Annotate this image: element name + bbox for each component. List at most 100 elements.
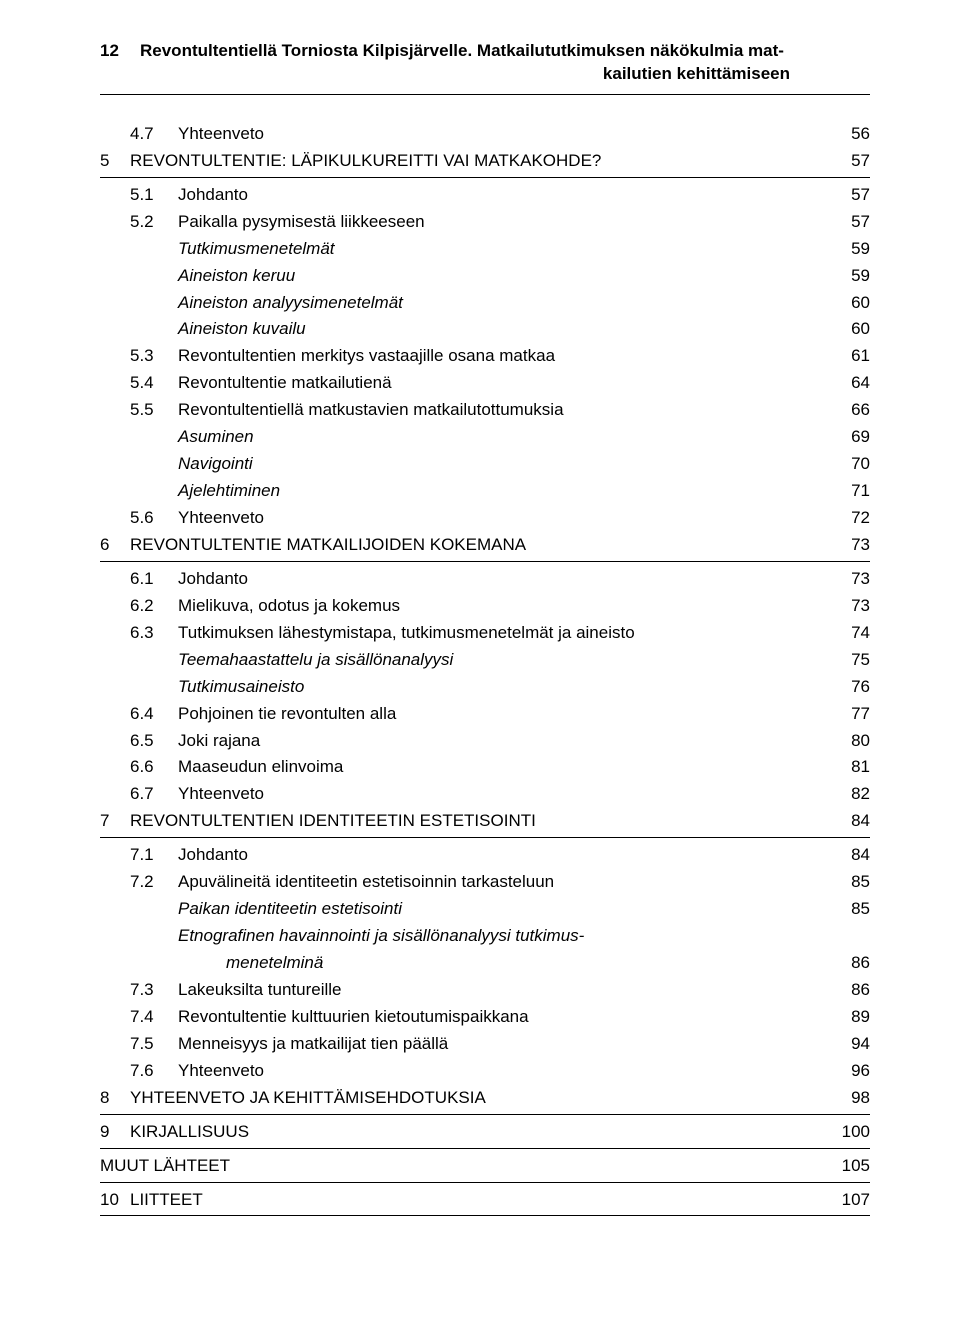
toc-italic-title: Asuminen [178, 426, 820, 449]
toc-row: Tutkimusaineisto76 [100, 674, 870, 701]
header-title: Revontultentiellä Torniosta Kilpisjärvel… [140, 40, 870, 86]
page: 12 Revontultentiellä Torniosta Kilpisjär… [0, 0, 960, 1341]
toc-chapter-title: KIRJALLISUUS [130, 1121, 820, 1144]
toc-page-ref: 73 [820, 568, 870, 591]
table-of-contents: 4.7Yhteenveto565REVONTULTENTIE: LÄPIKULK… [100, 121, 870, 1217]
toc-page-ref: 86 [820, 979, 870, 1002]
toc-page-ref: 105 [820, 1155, 870, 1178]
toc-sub-number: 5.1 [130, 184, 178, 207]
toc-page-ref: 81 [820, 756, 870, 779]
toc-page-ref: 59 [820, 265, 870, 288]
toc-row: 5.3Revontultentien merkitys vastaajille … [100, 343, 870, 370]
toc-row: 9KIRJALLISUUS100 [100, 1119, 870, 1149]
toc-sub-number: 7.1 [130, 844, 178, 867]
toc-row: 7.1Johdanto84 [100, 842, 870, 869]
toc-row: 6.3Tutkimuksen lähestymistapa, tutkimusm… [100, 620, 870, 647]
toc-page-ref: 82 [820, 783, 870, 806]
toc-italic-title: Aineiston analyysimenetelmät [178, 292, 820, 315]
toc-sub-title: Revontultentiellä matkustavien matkailut… [178, 399, 820, 422]
toc-row: 6.2Mielikuva, odotus ja kokemus73 [100, 593, 870, 620]
toc-page-ref: 66 [820, 399, 870, 422]
toc-sub-number: 6.1 [130, 568, 178, 591]
toc-sub-number: 4.7 [130, 123, 178, 146]
toc-row: 7.2Apuvälineitä identiteetin estetisoinn… [100, 869, 870, 896]
toc-sub-title: Menneisyys ja matkailijat tien päällä [178, 1033, 820, 1056]
toc-page-ref: 57 [820, 211, 870, 234]
toc-page-ref: 60 [820, 318, 870, 341]
toc-sub-number: 6.7 [130, 783, 178, 806]
toc-page-ref: 100 [820, 1121, 870, 1144]
toc-italic-title: Tutkimusmenetelmät [178, 238, 820, 261]
toc-page-ref: 85 [820, 871, 870, 894]
toc-italic-title: Tutkimusaineisto [178, 676, 820, 699]
toc-page-ref: 96 [820, 1060, 870, 1083]
toc-row: 7.3Lakeuksilta tuntureille86 [100, 977, 870, 1004]
toc-sub-title: Apuvälineitä identiteetin estetisoinnin … [178, 871, 820, 894]
toc-page-ref: 73 [820, 595, 870, 618]
toc-row: 6.6Maaseudun elinvoima81 [100, 754, 870, 781]
toc-italic-title: Aineiston kuvailu [178, 318, 820, 341]
toc-row: MUUT LÄHTEET105 [100, 1153, 870, 1183]
toc-row: Navigointi70 [100, 451, 870, 478]
toc-page-ref: 74 [820, 622, 870, 645]
toc-sub-title: Lakeuksilta tuntureille [178, 979, 820, 1002]
toc-row: 7REVONTULTENTIEN IDENTITEETIN ESTETISOIN… [100, 808, 870, 838]
toc-row: Etnografinen havainnointi ja sisällönana… [100, 923, 870, 950]
toc-page-ref: 57 [820, 150, 870, 173]
toc-page-ref: 84 [820, 844, 870, 867]
toc-sub-number: 6.5 [130, 730, 178, 753]
toc-sub-number: 5.5 [130, 399, 178, 422]
toc-sub-title: Paikalla pysymisestä liikkeeseen [178, 211, 820, 234]
toc-row: Aineiston kuvailu60 [100, 316, 870, 343]
toc-row: 7.6Yhteenveto96 [100, 1058, 870, 1085]
toc-sub-title: Mielikuva, odotus ja kokemus [178, 595, 820, 618]
toc-sub-number: 6.4 [130, 703, 178, 726]
toc-page-ref: 75 [820, 649, 870, 672]
toc-row: Tutkimusmenetelmät59 [100, 236, 870, 263]
toc-row: Paikan identiteetin estetisointi85 [100, 896, 870, 923]
toc-sub-title: Revontultentie kulttuurien kietoutumispa… [178, 1006, 820, 1029]
toc-row: 6REVONTULTENTIE MATKAILIJOIDEN KOKEMANA7… [100, 532, 870, 562]
toc-sub-number: 5.2 [130, 211, 178, 234]
toc-chapter-title: REVONTULTENTIEN IDENTITEETIN ESTETISOINT… [130, 810, 820, 833]
toc-sub-title: Yhteenveto [178, 123, 820, 146]
toc-page-ref: 98 [820, 1087, 870, 1110]
toc-italic-title: Paikan identiteetin estetisointi [178, 898, 820, 921]
toc-row: 6.1Johdanto73 [100, 566, 870, 593]
toc-chapter-number: 5 [100, 150, 130, 173]
toc-row: 7.4Revontultentie kulttuurien kietoutumi… [100, 1004, 870, 1031]
toc-page-ref: 64 [820, 372, 870, 395]
toc-page-ref: 76 [820, 676, 870, 699]
toc-page-ref: 69 [820, 426, 870, 449]
toc-sub-number: 7.2 [130, 871, 178, 894]
toc-sub-title: Johdanto [178, 568, 820, 591]
toc-page-ref: 80 [820, 730, 870, 753]
toc-chapter-number: 7 [100, 810, 130, 833]
toc-row: Teemahaastattelu ja sisällönanalyysi75 [100, 647, 870, 674]
toc-row: 7.5Menneisyys ja matkailijat tien päällä… [100, 1031, 870, 1058]
toc-sub-number: 7.5 [130, 1033, 178, 1056]
toc-sub-title: Johdanto [178, 844, 820, 867]
toc-row: 5.6Yhteenveto72 [100, 505, 870, 532]
toc-row: 6.4Pohjoinen tie revontulten alla77 [100, 701, 870, 728]
toc-row: Ajelehtiminen71 [100, 478, 870, 505]
toc-sub-title: Pohjoinen tie revontulten alla [178, 703, 820, 726]
toc-row: menetelminä86 [100, 950, 870, 977]
toc-page-ref: 86 [820, 952, 870, 975]
toc-row: 4.7Yhteenveto56 [100, 121, 870, 148]
toc-chapter-number: 6 [100, 534, 130, 557]
toc-row: 5.1Johdanto57 [100, 182, 870, 209]
toc-sub-number: 7.6 [130, 1060, 178, 1083]
toc-sub-number: 5.3 [130, 345, 178, 368]
toc-sub-number: 5.4 [130, 372, 178, 395]
toc-chapter-title: REVONTULTENTIE MATKAILIJOIDEN KOKEMANA [130, 534, 820, 557]
toc-sub-title: Maaseudun elinvoima [178, 756, 820, 779]
toc-chapter-title: REVONTULTENTIE: LÄPIKULKUREITTI VAI MATK… [130, 150, 820, 173]
toc-sub-title: Tutkimuksen lähestymistapa, tutkimusmene… [178, 622, 820, 645]
toc-row: Aineiston analyysimenetelmät60 [100, 290, 870, 317]
toc-plain-title: MUUT LÄHTEET [100, 1155, 820, 1178]
toc-row: 5.2Paikalla pysymisestä liikkeeseen57 [100, 209, 870, 236]
toc-page-ref: 72 [820, 507, 870, 530]
toc-page-ref: 77 [820, 703, 870, 726]
toc-italic-title: Etnografinen havainnointi ja sisällönana… [178, 925, 820, 948]
